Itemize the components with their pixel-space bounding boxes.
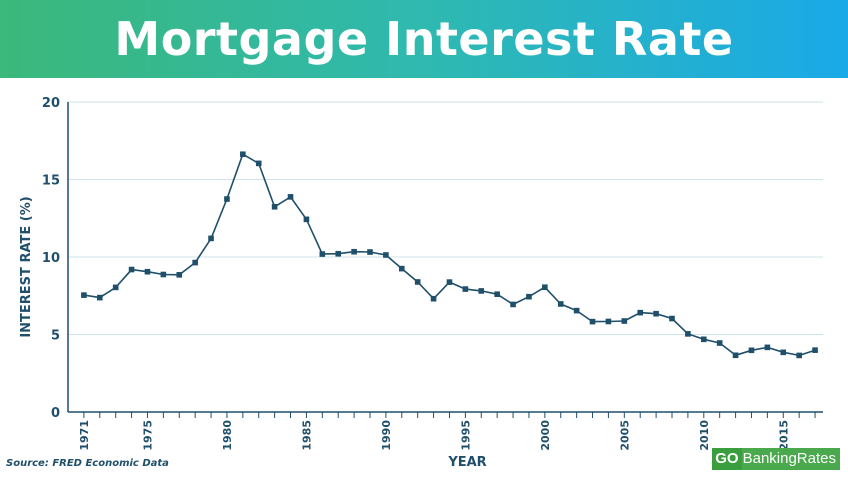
data-point xyxy=(335,250,342,257)
data-point xyxy=(494,291,500,297)
data-point xyxy=(303,216,310,223)
data-point xyxy=(446,279,453,285)
y-axis-label: INTEREST RATE (%) xyxy=(19,196,34,337)
data-point xyxy=(255,160,262,167)
data-point xyxy=(240,151,246,158)
data-point xyxy=(542,284,548,291)
data-point xyxy=(812,347,818,353)
y-tick-label: 0 xyxy=(51,406,60,421)
data-point xyxy=(128,266,135,273)
x-axis-label: YEAR xyxy=(447,455,486,470)
logo-go-text: GO xyxy=(712,448,742,470)
data-point xyxy=(430,295,437,302)
data-point xyxy=(96,294,103,301)
chart-title: Mortgage Interest Rate xyxy=(114,12,734,66)
gobankingrates-logo: GO BankingRates xyxy=(712,448,840,470)
logo-bankingrates-text: BankingRates xyxy=(741,448,840,470)
x-tick-label: 1995 xyxy=(459,420,472,451)
x-tick-label: 1990 xyxy=(380,420,393,451)
data-point xyxy=(414,279,421,285)
x-tick-label: 2010 xyxy=(698,420,711,451)
line-chart: 0 5 10 15 20 1971 1975 1980 1985 1990 1995 2000 2005… xyxy=(19,96,823,470)
x-tick-label: 1985 xyxy=(300,420,313,451)
data-point xyxy=(176,272,183,278)
data-point xyxy=(780,349,787,356)
data-point xyxy=(621,318,628,324)
data-point xyxy=(557,301,564,307)
data-point xyxy=(700,336,707,343)
data-point xyxy=(526,293,532,300)
data-point xyxy=(319,251,326,257)
data-point xyxy=(112,284,119,291)
data-point xyxy=(669,315,675,322)
data-point xyxy=(478,288,485,294)
series-line xyxy=(83,153,816,357)
data-point xyxy=(192,259,198,266)
data-point xyxy=(398,265,405,272)
data-point xyxy=(732,352,739,359)
data-point xyxy=(462,286,469,292)
x-tick-label: 1980 xyxy=(221,420,234,451)
y-tick-label: 10 xyxy=(42,251,60,266)
data-point xyxy=(271,203,278,210)
data-point xyxy=(653,310,659,317)
data-point xyxy=(748,347,755,354)
title-banner: Mortgage Interest Rate xyxy=(0,0,848,78)
y-tick-label: 5 xyxy=(51,329,60,344)
data-point xyxy=(764,344,771,351)
x-tick-label: 2015 xyxy=(777,420,790,451)
data-point xyxy=(605,318,612,325)
x-tick-label: 1971 xyxy=(78,420,91,451)
data-point xyxy=(589,318,596,325)
data-point xyxy=(144,268,151,275)
data-point xyxy=(160,271,167,278)
data-point xyxy=(208,235,214,242)
x-tick-label: 2005 xyxy=(618,420,631,451)
data-point xyxy=(716,340,723,346)
data-point xyxy=(81,292,87,298)
y-tick-label: 15 xyxy=(42,174,60,189)
data-point xyxy=(351,248,357,255)
x-tick-label: 2000 xyxy=(539,420,552,451)
data-point xyxy=(287,194,294,200)
data-point xyxy=(224,196,230,202)
source-note: Source: FRED Economic Data xyxy=(6,458,169,469)
x-tick-label: 1975 xyxy=(141,420,154,451)
data-point xyxy=(796,352,802,359)
data-point xyxy=(637,309,644,316)
data-point xyxy=(510,301,516,308)
data-point xyxy=(367,249,373,255)
data-point xyxy=(383,252,389,258)
y-tick-label: 20 xyxy=(42,96,60,111)
data-point xyxy=(573,307,580,314)
data-point xyxy=(685,331,691,337)
